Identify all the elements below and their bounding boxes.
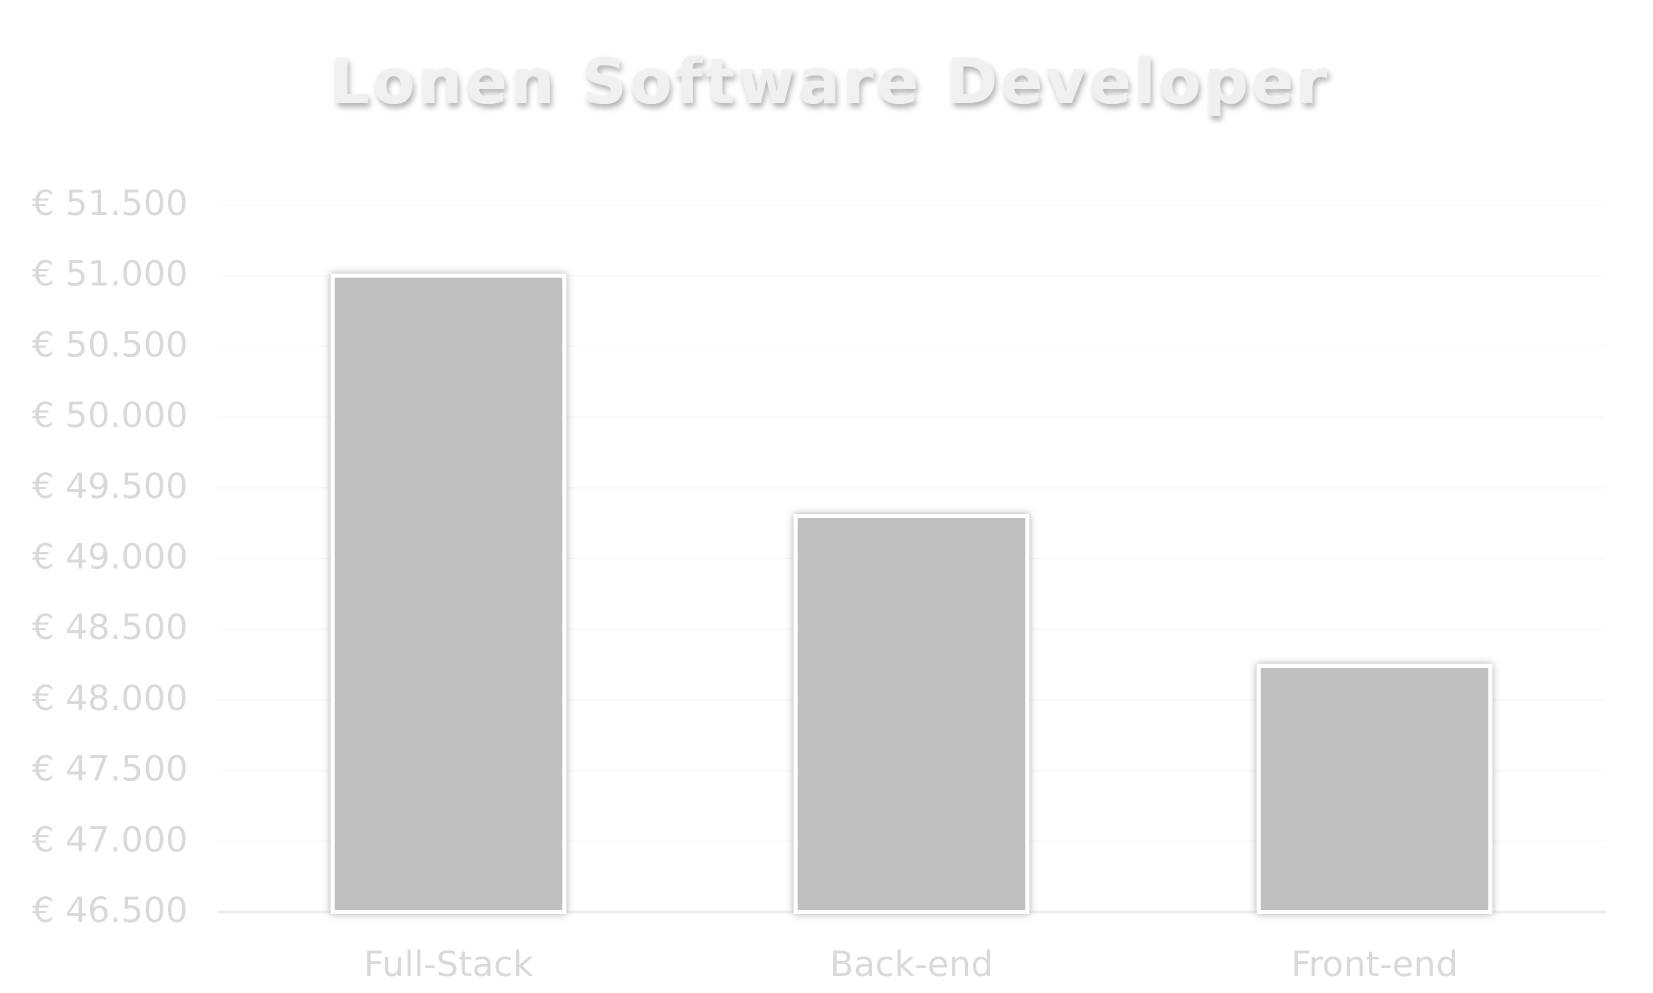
y-tick-label: € 51.500: [32, 184, 188, 224]
y-tick-label: € 46.500: [32, 891, 188, 931]
y-tick-label: € 51.000: [32, 255, 188, 295]
y-tick-label: € 47.500: [32, 750, 188, 790]
y-tick-label: € 48.500: [32, 608, 188, 648]
bar: [330, 273, 567, 914]
y-tick-label: € 50.000: [32, 396, 188, 436]
chart-title: Lonen Software Developer: [330, 45, 1330, 118]
bar: [1256, 663, 1493, 914]
y-tick-label: € 47.000: [32, 820, 188, 860]
y-tick-label: € 49.500: [32, 467, 188, 507]
bar: [793, 514, 1030, 915]
y-tick-label: € 48.000: [32, 679, 188, 719]
x-tick-label: Front-end: [1291, 945, 1458, 985]
x-tick-label: Full-Stack: [364, 945, 534, 985]
y-tick-label: € 50.500: [32, 325, 188, 365]
x-tick-label: Back-end: [830, 945, 994, 985]
y-tick-label: € 49.000: [32, 538, 188, 578]
